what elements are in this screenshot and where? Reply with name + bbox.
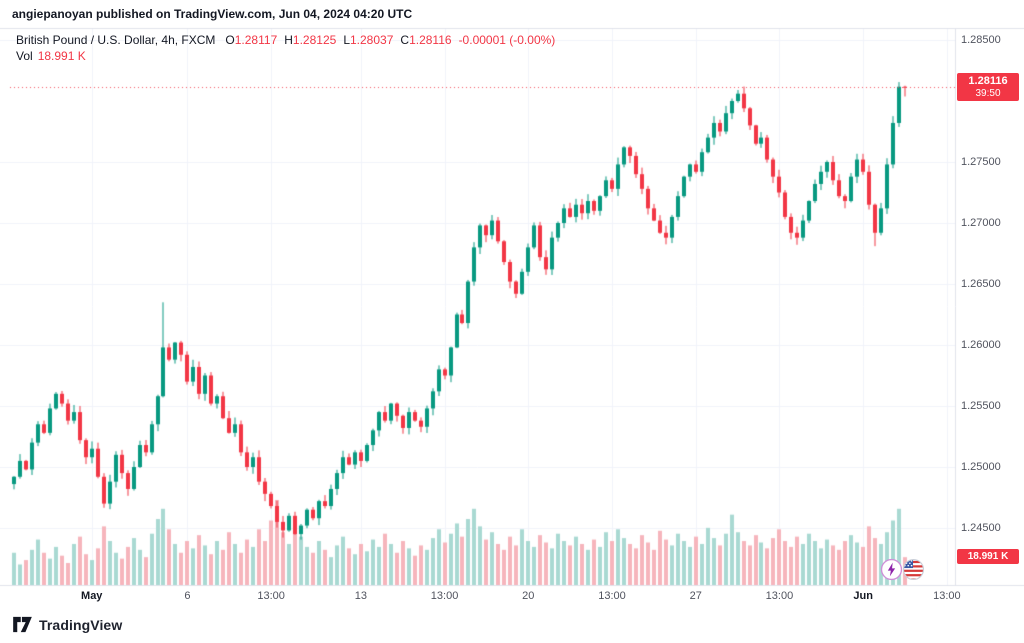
- high-label: H: [284, 33, 293, 47]
- tradingview-logo-icon: [12, 616, 33, 633]
- change-value: -0.00001 (-0.00%): [458, 33, 556, 47]
- volume-value: 18.991 K: [37, 49, 86, 63]
- low-value: 1.28037: [350, 33, 394, 47]
- time-axis-label: Jun: [853, 590, 873, 602]
- time-axis-label: 13:00: [257, 590, 285, 602]
- time-axis-label: 27: [689, 590, 702, 602]
- tradingview-logo[interactable]: TradingView: [12, 616, 122, 633]
- time-axis-label: 13:00: [598, 590, 626, 602]
- corner-icons: [880, 558, 925, 581]
- time-axis-label: 20: [522, 590, 535, 602]
- last-price-value: 1.28116: [968, 74, 1008, 87]
- price-axis-label: 1.28500: [961, 34, 1001, 46]
- volume-label: Vol: [16, 49, 33, 63]
- open-label: O: [225, 33, 235, 47]
- price-axis-label: 1.25000: [961, 461, 1001, 473]
- legend-line-volume: Vol 18.991 K: [16, 48, 555, 64]
- lightning-icon[interactable]: [880, 558, 903, 581]
- open-value: 1.28117: [234, 33, 278, 47]
- time-axis-label: 6: [184, 590, 191, 602]
- price-axis-label: 1.27000: [961, 217, 1001, 229]
- price-axis-label: 1.26500: [961, 278, 1001, 290]
- time-axis-label: 13:00: [430, 590, 459, 602]
- price-axis-label: 1.27500: [961, 156, 1001, 168]
- us-flag-icon[interactable]: [902, 558, 925, 581]
- low-label: L: [343, 33, 350, 47]
- close-value: 1.28116: [409, 33, 452, 47]
- price-axis-label: 1.24500: [961, 522, 1001, 534]
- volume-badge: 18.991 K: [957, 549, 1019, 565]
- high-value: 1.28125: [292, 33, 337, 47]
- attribution: angiepanoyan published on TradingView.co…: [12, 7, 413, 21]
- time-axis-label: May: [81, 590, 103, 602]
- symbol-title[interactable]: British Pound / U.S. Dollar, 4h, FXCM: [16, 33, 216, 47]
- bar-countdown: 39:50: [975, 87, 1001, 99]
- price-axis-label: 1.25500: [961, 400, 1001, 412]
- tradingview-wordmark: TradingView: [39, 616, 123, 633]
- last-price-badge: 1.28116 39:50: [957, 72, 1019, 101]
- time-axis-label: 13:00: [765, 590, 794, 602]
- time-axis-label: 13: [354, 590, 367, 602]
- price-axis-label: 1.26000: [961, 339, 1001, 351]
- close-label: C: [400, 33, 410, 47]
- time-axis-label: 13:00: [933, 590, 961, 602]
